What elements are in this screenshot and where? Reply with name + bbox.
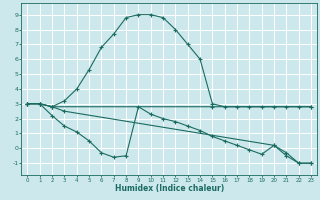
X-axis label: Humidex (Indice chaleur): Humidex (Indice chaleur) bbox=[115, 184, 224, 193]
